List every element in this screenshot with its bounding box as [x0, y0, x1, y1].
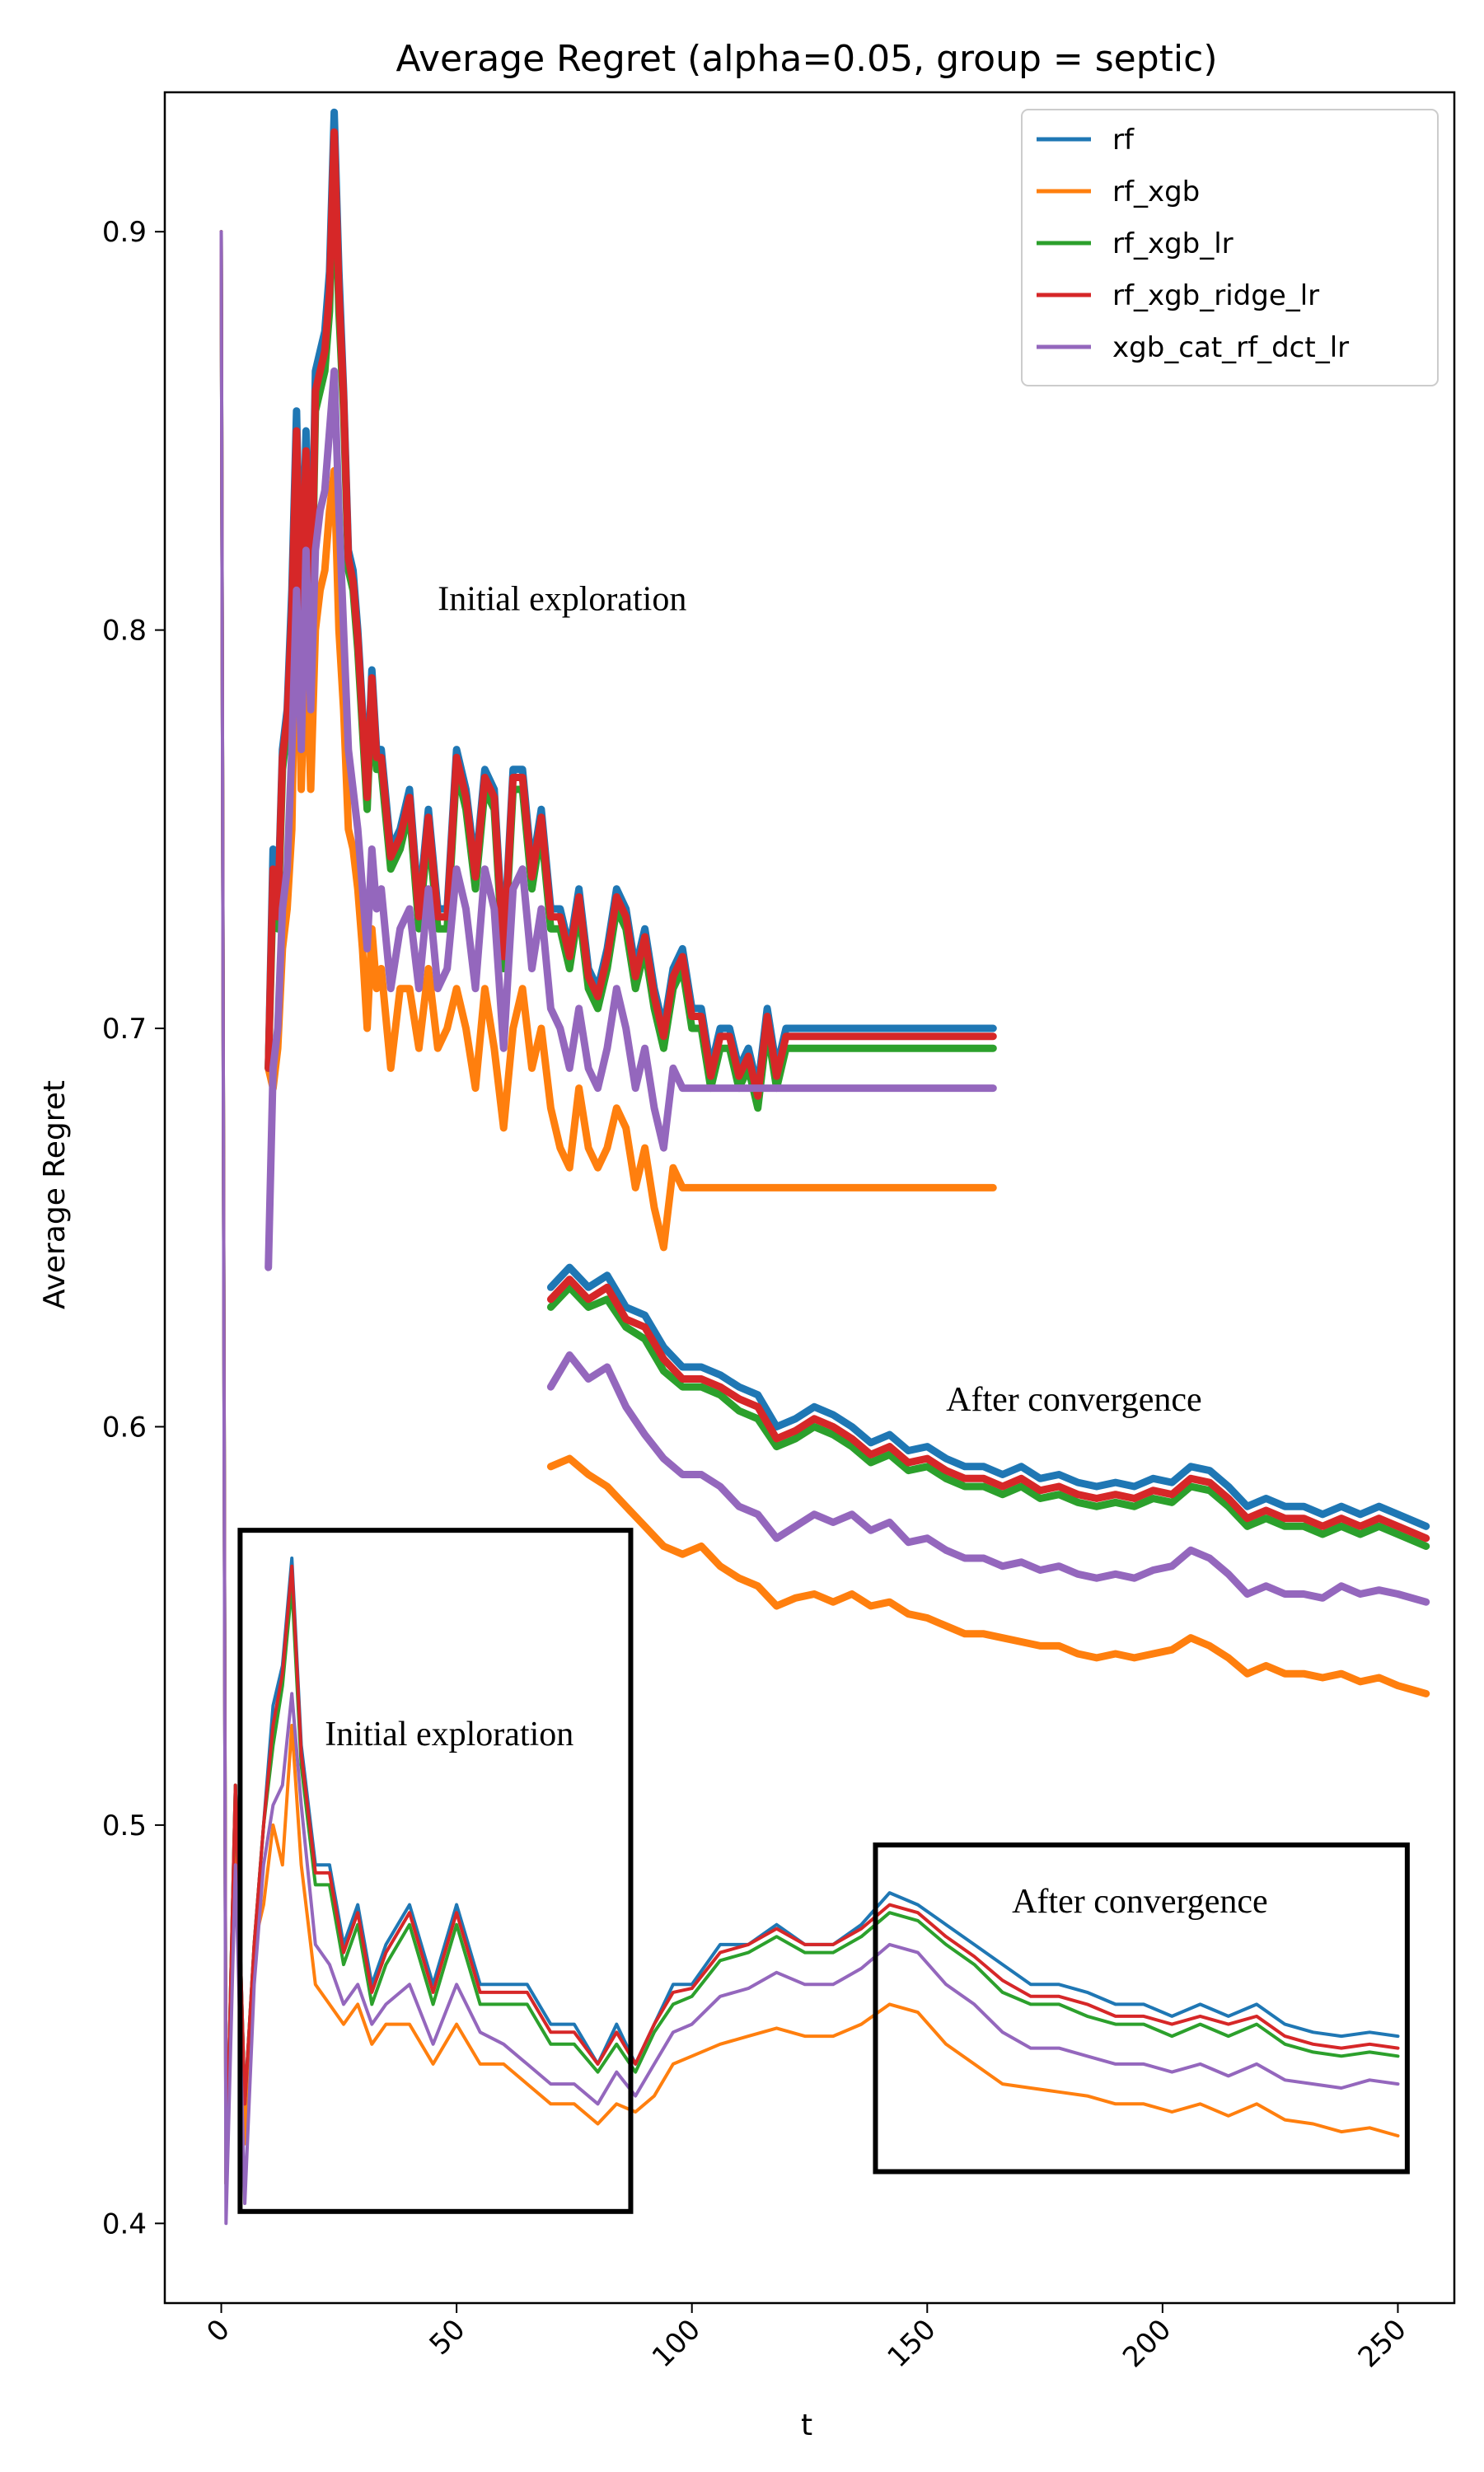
convergence-line-rf_xgb_lr [546, 1283, 1430, 1550]
exploration-line-xgb_cat_rf_dct_lr [264, 367, 997, 1271]
y-tick-label-0.7: 0.7 [102, 1013, 147, 1046]
exploration-line-rf_xgb [264, 466, 997, 1252]
legend-box [1021, 109, 1439, 386]
annotation-1: Initial exploration [438, 580, 686, 618]
chart-title: Average Regret (alpha=0.05, group = sept… [396, 38, 1217, 80]
annotation-3: Initial exploration [325, 1716, 573, 1753]
legend-label-xgb_cat_rf_dct_lr: xgb_cat_rf_dct_lr [1112, 331, 1349, 364]
axes-frame [163, 91, 1456, 2305]
y-tick-label-0.8: 0.8 [102, 615, 147, 648]
legend-label-rf_xgb: rf_xgb [1112, 176, 1200, 208]
annotation-4: After convergence [1012, 1883, 1268, 1921]
convergence-line-rf [546, 1263, 1430, 1530]
y-tick-label-0.6: 0.6 [102, 1411, 147, 1444]
legend-label-rf: rf [1112, 124, 1135, 157]
plot-area: Initial exploration After convergence Init… [219, 108, 1430, 2226]
convergence-line-rf_xgb_ridge_lr [546, 1276, 1430, 1543]
y-tick-label-0.9: 0.9 [102, 216, 147, 249]
y-tick-label-0.4: 0.4 [102, 2207, 147, 2240]
legend-label-rf_xgb_lr: rf_xgb_lr [1112, 227, 1234, 260]
convergence-box [873, 1842, 1410, 2175]
convergence-line-xgb_cat_rf_dct_lr [546, 1351, 1430, 1606]
y-axis: 0.4 0.5 0.6 0.7 0.8 0.9 [102, 216, 165, 2240]
y-axis-label: Average Regret [38, 1080, 72, 1309]
series-line-xgb_cat_rf_dct_lr [219, 230, 1400, 2226]
convergence-line-rf_xgb [546, 1454, 1430, 1697]
exploration-line-rf_xgb_ridge_lr [264, 128, 997, 1100]
legend: rf rf_xgb rf_xgb_lr rf_xgb_ridge_lr xgb_cat_… [1021, 109, 1439, 386]
x-axis-label: t [801, 2409, 812, 2442]
legend-label-rf_xgb_ridge_lr: rf_xgb_ridge_lr [1112, 279, 1319, 312]
y-tick-label-0.5: 0.5 [102, 1810, 147, 1842]
series-line-rf_xgb [219, 230, 1400, 2185]
exploration-box [237, 1528, 634, 2214]
annotation-2: After convergence [946, 1381, 1202, 1419]
series-line-rf_xgb_ridge_lr [219, 230, 1400, 2185]
